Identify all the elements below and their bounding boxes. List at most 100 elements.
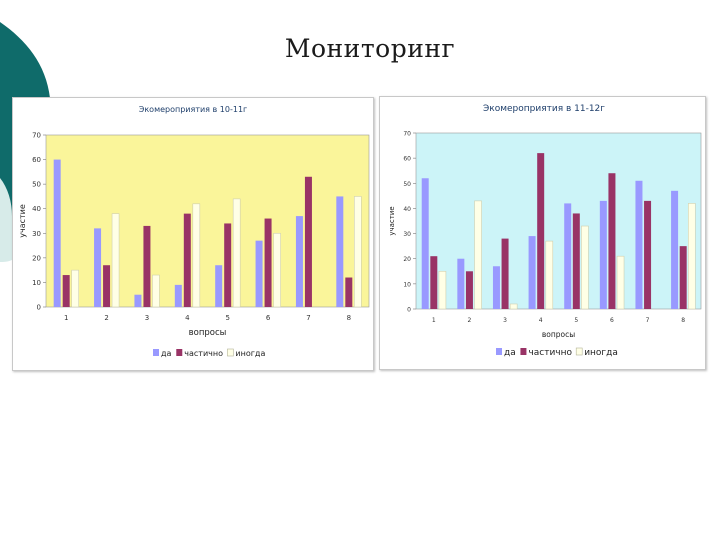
y-tick-label: 30 xyxy=(403,231,411,238)
teal-corner-shape xyxy=(0,22,50,240)
bar-частично-q8 xyxy=(679,246,687,309)
x-tick-label: 2 xyxy=(104,314,108,322)
bar-частично-q1 xyxy=(62,275,70,307)
bar-да-q3 xyxy=(134,294,142,307)
y-tick-label: 50 xyxy=(32,181,41,189)
slide-title: Мониторинг xyxy=(284,34,456,63)
bar-да-q6 xyxy=(255,240,263,307)
bar-частично-q4 xyxy=(537,153,545,309)
bar-да-q8 xyxy=(671,190,679,309)
x-tick-label: 4 xyxy=(539,317,543,324)
x-tick-label: 4 xyxy=(185,314,190,322)
x-tick-label: 7 xyxy=(646,317,650,324)
bar-иногда-q2 xyxy=(474,200,482,310)
y-tick-label: 40 xyxy=(32,205,41,213)
y-tick-label: 0 xyxy=(37,304,41,312)
bar-иногда-q8 xyxy=(354,196,362,308)
y-tick-label: 10 xyxy=(403,281,411,288)
x-axis-label: вопросы xyxy=(542,330,575,339)
y-tick-label: 50 xyxy=(403,181,411,188)
legend-swatch xyxy=(575,347,583,356)
y-tick-label: 70 xyxy=(403,131,411,138)
bar-да-q5 xyxy=(215,265,223,307)
legend-entry: да xyxy=(504,348,516,358)
bar-да-q4 xyxy=(174,284,182,307)
y-tick-label: 40 xyxy=(403,206,411,213)
y-tick-label: 70 xyxy=(32,132,41,140)
bar-частично-q5 xyxy=(572,213,580,309)
x-axis-label: вопросы xyxy=(189,328,227,338)
legend-entry: частично xyxy=(184,349,223,358)
bar-иногда-q8 xyxy=(687,203,696,310)
x-tick-label: 6 xyxy=(266,314,271,322)
legend-entry: да xyxy=(161,349,172,358)
bar-иногда-q3 xyxy=(509,303,518,310)
bar-иногда-q5 xyxy=(581,225,589,310)
y-tick-label: 10 xyxy=(32,279,41,287)
bar-иногда-q4 xyxy=(192,203,201,308)
x-tick-label: 7 xyxy=(306,314,310,322)
bar-да-q7 xyxy=(635,180,643,309)
chart-panel-left: Экомероприятия в 10-11г 0 10 20 30 40 50 60 70 уч… xyxy=(12,97,374,371)
bar-частично-q6 xyxy=(608,173,616,309)
bar-иногда-q2 xyxy=(111,213,120,308)
y-tick-label: 20 xyxy=(403,256,411,263)
chart-title: Экомероприятия в 10-11г xyxy=(139,105,247,114)
x-tick-label: 2 xyxy=(468,317,472,324)
bar-частично-q4 xyxy=(183,213,191,307)
bar-иногда-q3 xyxy=(152,274,160,308)
y-tick-label: 20 xyxy=(32,254,41,262)
x-tick-label: 8 xyxy=(347,314,351,322)
y-axis-label: участие xyxy=(388,206,396,235)
chart-svg: Экомероприятия в 11-12г 0 10 20 30 40 50 60 70 уч… xyxy=(388,104,702,358)
bar-да-q7 xyxy=(295,216,303,307)
legend-entry: иногда xyxy=(235,349,265,358)
legend-entry: иногда xyxy=(584,348,618,358)
y-axis-label: участие xyxy=(18,204,27,238)
bar-да-q1 xyxy=(53,159,61,307)
bar-частично-q7 xyxy=(644,200,652,309)
bar-частично-q3 xyxy=(501,238,509,309)
bar-иногда-q4 xyxy=(545,240,554,310)
bar-частично-q8 xyxy=(345,277,353,307)
y-tick-label: 30 xyxy=(32,230,41,238)
y-tick-label: 60 xyxy=(403,156,411,163)
bar-частично-q7 xyxy=(304,176,312,307)
bar-частично-q2 xyxy=(103,265,111,307)
bar-иногда-q5 xyxy=(232,198,241,308)
chart-panel-right: Экомероприятия в 11-12г 0 10 20 30 40 50 60 70 уч… xyxy=(379,96,706,370)
bar-да-q3 xyxy=(492,266,500,309)
bar-да-q8 xyxy=(336,196,344,307)
x-tick-label: 3 xyxy=(503,317,507,324)
bar-да-q4 xyxy=(528,236,536,309)
bar-иногда-q1 xyxy=(438,270,447,310)
y-tick-label: 0 xyxy=(407,307,411,314)
x-tick-label: 8 xyxy=(681,317,685,324)
bar-иногда-q1 xyxy=(71,269,79,308)
bar-частично-q2 xyxy=(465,271,473,309)
bar-иногда-q6 xyxy=(273,232,281,308)
bar-частично-q3 xyxy=(143,225,151,307)
legend-swatch xyxy=(227,348,234,357)
chart-title: Экомероприятия в 11-12г xyxy=(483,104,605,114)
x-tick-label: 1 xyxy=(64,314,68,322)
legend-swatch xyxy=(176,349,183,356)
y-tick-label: 60 xyxy=(32,156,41,164)
x-tick-label: 5 xyxy=(225,314,229,322)
bar-да-q5 xyxy=(564,203,572,309)
x-tick-label: 5 xyxy=(574,317,578,324)
legend-entry: частично xyxy=(528,348,572,358)
bar-да-q6 xyxy=(599,200,607,309)
bar-частично-q5 xyxy=(224,223,232,307)
legend-swatch xyxy=(496,348,502,355)
chart-svg: Экомероприятия в 10-11г 0 10 20 30 40 50 60 70 уч… xyxy=(18,105,370,358)
bar-частично-q6 xyxy=(264,218,272,307)
bar-да-q2 xyxy=(457,258,465,309)
bar-иногда-q6 xyxy=(616,255,625,310)
bar-да-q2 xyxy=(94,228,102,307)
legend-swatch xyxy=(153,349,159,356)
bar-да-q1 xyxy=(421,178,429,309)
x-tick-label: 1 xyxy=(432,317,436,324)
bar-частично-q1 xyxy=(430,256,438,309)
